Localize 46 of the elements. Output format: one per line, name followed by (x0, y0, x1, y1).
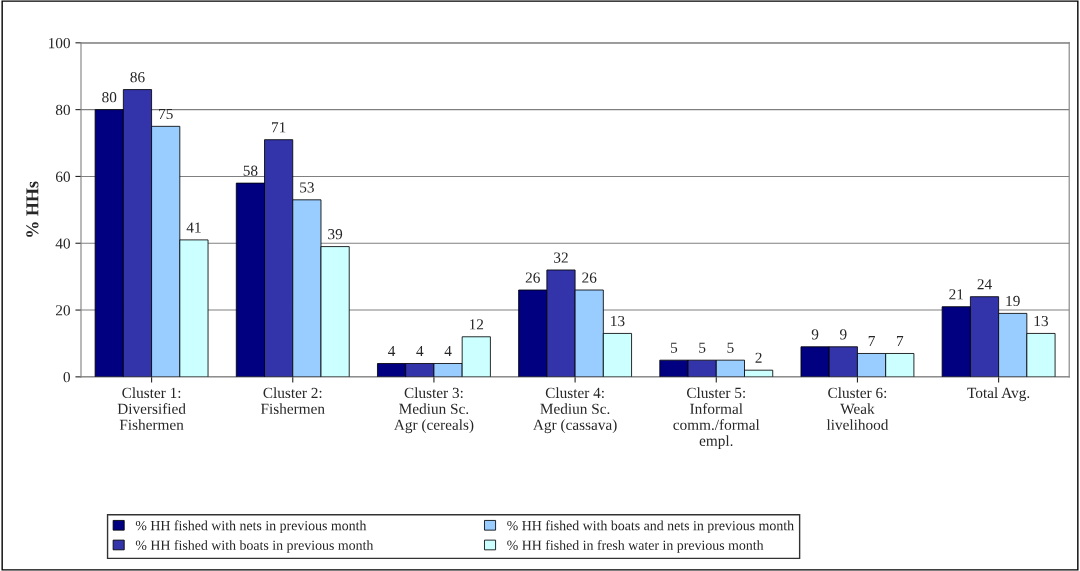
y-tick-label: 20 (55, 305, 70, 316)
x-tick-label: Total Avg. (967, 387, 1030, 402)
data-label: 21 (949, 289, 963, 300)
data-label: 41 (186, 222, 201, 233)
x-tick-label: Cluster 3: Mediun Sc. Agr (cereals) (394, 387, 474, 434)
data-label: 13 (611, 315, 625, 327)
data-label: 9 (811, 329, 819, 340)
data-label: 58 (243, 165, 258, 176)
x-tick-label: Cluster 1: Diversified Fishermen (117, 387, 186, 430)
data-label: 39 (328, 229, 343, 240)
data-label: 53 (300, 182, 314, 193)
data-label: 86 (130, 72, 145, 83)
data-label: 4 (388, 346, 396, 357)
data-label: 26 (582, 272, 597, 283)
data-label: 5 (699, 342, 706, 353)
data-label: 2 (755, 352, 762, 363)
data-label: 4 (444, 346, 452, 357)
data-label: 9 (840, 329, 847, 340)
data-label: 7 (868, 336, 875, 347)
x-tick-label: Cluster 4: Mediun Sc. Agr (cassava) (533, 387, 617, 434)
legend-label: % HH fished with nets in previous month (135, 520, 367, 534)
x-tick-label: Cluster 5: Informal comm./formal empl. (673, 387, 760, 450)
y-axis-title: % HHs (26, 181, 39, 237)
legend-label: % HH fished with boats in previous month (135, 540, 374, 553)
data-label: 26 (525, 272, 540, 283)
data-label: 5 (727, 342, 734, 353)
legend-label: % HH fished in fresh water in previous month (507, 540, 764, 553)
data-label: 75 (159, 108, 173, 120)
data-label: 5 (670, 342, 678, 353)
y-tick-label: 0 (63, 372, 70, 383)
data-label: 32 (554, 252, 568, 263)
data-label: 4 (416, 346, 424, 357)
legend-label: % HH fished with boats and nets in previous month (507, 520, 794, 534)
y-tick-label: 40 (55, 238, 70, 249)
x-tick-label: Cluster 2: Fishermen (260, 387, 325, 414)
y-tick-label: 80 (55, 104, 70, 116)
data-label: 24 (977, 279, 992, 290)
data-label: 13 (1034, 315, 1049, 327)
x-tick-label: Cluster 6: Weak livelihood (826, 387, 889, 430)
y-tick-label: 60 (55, 171, 70, 182)
data-label: 71 (272, 122, 286, 133)
data-label: 80 (102, 92, 117, 103)
data-label: 7 (896, 336, 904, 347)
data-label: 12 (469, 319, 484, 330)
y-tick-label: 100 (49, 37, 70, 49)
data-label: 19 (1006, 295, 1020, 307)
